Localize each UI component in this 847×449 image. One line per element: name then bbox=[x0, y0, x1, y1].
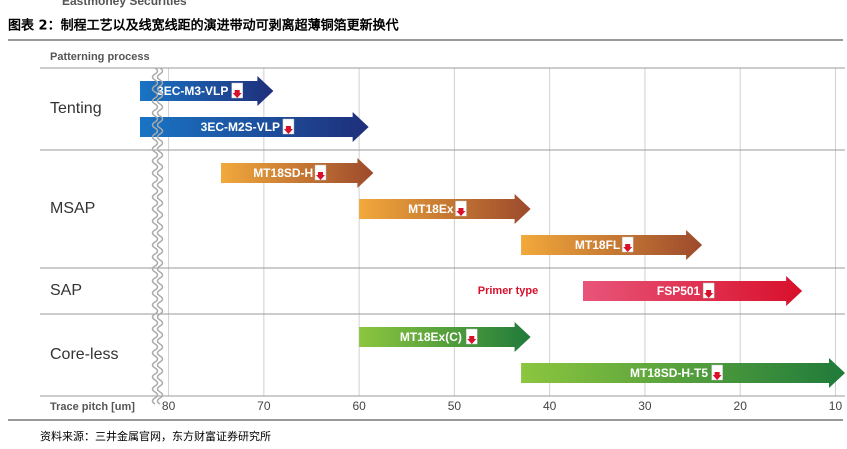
bar-label: 3EC-M2S-VLP bbox=[201, 120, 280, 134]
x-tick-label: 70 bbox=[257, 399, 271, 413]
range-arrow bbox=[140, 112, 369, 142]
x-tick-label: 50 bbox=[448, 399, 462, 413]
range-arrow bbox=[521, 230, 703, 260]
range-arrow bbox=[583, 276, 803, 306]
group-label: MSAP bbox=[50, 200, 95, 217]
axis-break bbox=[156, 67, 164, 405]
x-tick-label: 40 bbox=[543, 399, 557, 413]
range-arrow bbox=[359, 322, 531, 352]
group-label: Core-less bbox=[50, 346, 118, 363]
annotation: Primer type bbox=[478, 285, 539, 297]
title: 图表 2：制程工艺以及线宽线距的演进带动可剥离超薄铜箔更新换代 bbox=[8, 18, 399, 34]
doc-arrow bbox=[315, 172, 325, 180]
x-tick-label: 10 bbox=[829, 399, 843, 413]
range-arrow bbox=[521, 358, 845, 388]
source: 资料来源：三井金属官网，东方财富证券研究所 bbox=[40, 429, 271, 443]
doc-arrow bbox=[467, 336, 477, 344]
group-label: SAP bbox=[50, 282, 82, 299]
bar-label: 3EC-M3-VLP bbox=[157, 84, 228, 98]
header: Eastmoney Securities bbox=[62, 0, 187, 8]
bar-label: FSP501 bbox=[657, 284, 701, 298]
bar-label: MT18Ex bbox=[408, 202, 454, 216]
bar-label: MT18Ex(C) bbox=[400, 330, 462, 344]
doc-arrow bbox=[623, 244, 633, 252]
bar-label: MT18SD-H-T5 bbox=[630, 366, 708, 380]
range-arrow bbox=[359, 194, 531, 224]
bar-label: MT18SD-H bbox=[253, 166, 313, 180]
axis-break bbox=[151, 67, 159, 405]
bar-label: MT18FL bbox=[575, 238, 620, 252]
y-title: Patterning process bbox=[50, 51, 150, 63]
x-tick-label: 60 bbox=[352, 399, 366, 413]
doc-arrow bbox=[704, 290, 714, 298]
range-arrow bbox=[220, 158, 374, 188]
group-label: Tenting bbox=[50, 100, 102, 117]
doc-arrow bbox=[712, 372, 722, 380]
x-tick-label: 80 bbox=[162, 399, 176, 413]
doc-arrow bbox=[456, 208, 466, 216]
x-tick-label: 20 bbox=[734, 399, 748, 413]
x-title: Trace pitch [um] bbox=[50, 401, 135, 413]
doc-arrow bbox=[232, 90, 242, 98]
doc-arrow bbox=[283, 126, 293, 134]
x-tick-label: 30 bbox=[638, 399, 652, 413]
